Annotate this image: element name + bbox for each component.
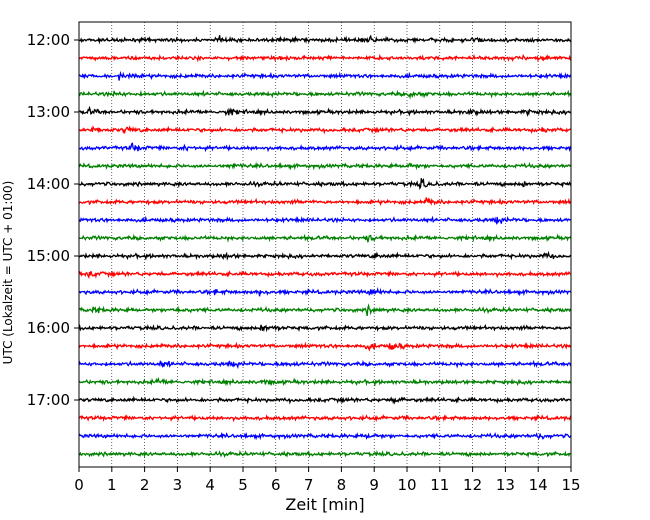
seismic-trace	[78, 270, 571, 280]
x-tick-label: 4	[205, 476, 215, 494]
seismic-trace	[78, 142, 572, 153]
seismic-trace	[78, 449, 572, 459]
y-tick-label: 17:00	[27, 391, 70, 409]
seismic-trace	[78, 341, 572, 352]
x-tick-label: 9	[369, 476, 379, 494]
x-tick-label: 0	[74, 476, 84, 494]
seismic-trace	[78, 233, 572, 243]
seismic-trace	[78, 377, 572, 387]
seismic-trace	[78, 89, 572, 100]
x-tick-label: 11	[430, 476, 449, 494]
y-tick-label: 12:00	[27, 31, 70, 49]
x-axis-label: Zeit [min]	[285, 495, 364, 514]
seismic-trace	[78, 431, 572, 441]
plot-frame	[78, 21, 572, 468]
x-tick-label: 8	[337, 476, 347, 494]
seismic-trace	[78, 413, 572, 423]
seismic-trace	[78, 197, 572, 207]
x-tick-label: 3	[173, 476, 183, 494]
seismic-trace	[78, 286, 572, 297]
x-tick-label: 10	[397, 476, 416, 494]
seismic-trace	[78, 303, 572, 317]
y-tick-label: 15:00	[27, 247, 70, 265]
seismic-trace	[78, 53, 572, 63]
seismic-trace	[78, 215, 572, 226]
y-tick-label: 13:00	[27, 103, 70, 121]
seismic-trace	[78, 250, 572, 261]
y-tick-label: 16:00	[27, 319, 70, 337]
seismic-trace	[78, 161, 572, 171]
x-tick-label: 15	[561, 476, 580, 494]
x-tick-label: 7	[304, 476, 314, 494]
seismic-trace	[78, 323, 572, 333]
y-axis-ticks: 12:00 13:00 14:00 15:00 16:00 17:00	[27, 31, 79, 409]
seismic-trace	[78, 125, 572, 135]
x-tick-label: 14	[529, 476, 548, 494]
x-axis-ticks: 0 1 2 3 4 5 6 7 8 9 10 11 12 13 14 15	[74, 467, 581, 494]
x-tick-label: 5	[238, 476, 248, 494]
seismic-trace	[78, 359, 572, 370]
seismic-traces	[78, 34, 572, 459]
vertical-grid	[111, 22, 539, 467]
x-tick-label: 13	[496, 476, 515, 494]
x-tick-label: 12	[463, 476, 482, 494]
seismic-trace	[78, 70, 572, 81]
y-axis-label: UTC (Lokalzeit = UTC + 01:00)	[1, 181, 15, 365]
seismic-trace	[78, 105, 572, 118]
x-tick-label: 6	[271, 476, 281, 494]
seismic-trace	[78, 395, 572, 405]
seismic-trace	[78, 178, 572, 190]
x-tick-label: 1	[107, 476, 117, 494]
y-tick-label: 14:00	[27, 175, 70, 193]
seismic-trace	[78, 34, 572, 45]
x-tick-label: 2	[140, 476, 150, 494]
